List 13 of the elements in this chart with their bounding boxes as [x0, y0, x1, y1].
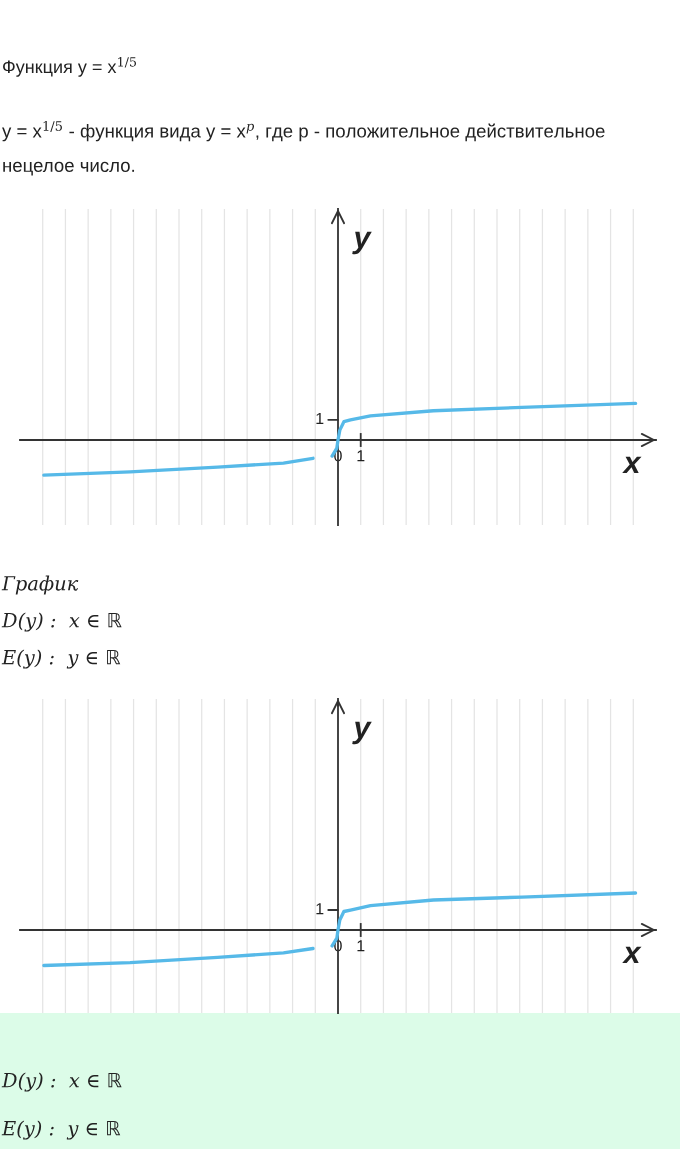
y-axis-title: y	[352, 721, 372, 745]
y-axis-title: y	[352, 231, 372, 255]
annotation: 1	[316, 413, 324, 424]
x-axis-title: x	[622, 456, 642, 473]
text: D(y) : x ∈ ℝ	[1, 612, 122, 632]
annotation: 1	[316, 903, 324, 915]
text: D(y) : x ∈ ℝ	[1, 1072, 122, 1092]
text: График	[1, 575, 79, 595]
text: E(y) : y ∈ ℝ	[1, 649, 121, 669]
x-axis-title: x	[622, 946, 642, 963]
chart-title: Функция y = x$^{1/5}$	[3, 57, 137, 77]
text: y = x$^{1/5}$ - функция вида y = x$^{p}$, где p - положительное действительное нецелое число.	[2, 121, 605, 176]
text: E(y) : y ∈ ℝ	[1, 1120, 121, 1140]
